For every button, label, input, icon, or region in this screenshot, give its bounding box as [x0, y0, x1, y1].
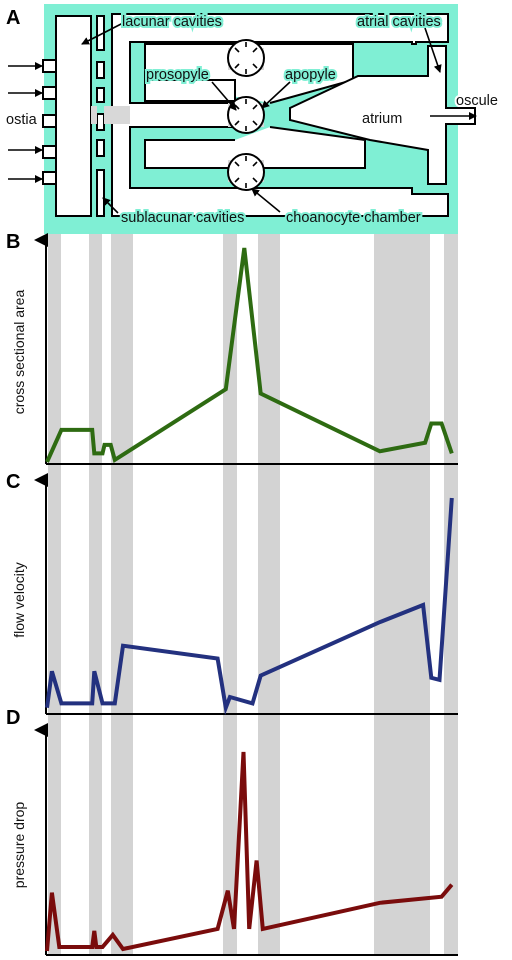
- lacunar-cavity: [55, 15, 92, 217]
- panel-label-b: B: [6, 231, 20, 253]
- choanocyte-arrow: [251, 188, 281, 213]
- label-sublacunar-cavities: sublacunar cavities: [121, 210, 244, 226]
- panel-label-d: D: [6, 707, 20, 729]
- chart-c: C flow velocity: [6, 471, 458, 716]
- label-ostia: ostia: [6, 112, 38, 128]
- chart-c-ylabel: flow velocity: [11, 562, 27, 637]
- panel-label-c: C: [6, 471, 20, 493]
- band-lacunar: [48, 234, 61, 956]
- canal-system: [42, 13, 476, 217]
- sublacunar-arrow: [102, 197, 119, 214]
- flagella-ticks: [234, 42, 258, 188]
- band-sublacunar: [89, 234, 102, 956]
- chart-d-series-line: [45, 751, 454, 952]
- sublacunar-cavity-6: [96, 169, 105, 217]
- band-prosopyle: [223, 234, 237, 956]
- apopyle-arrow: [261, 81, 291, 109]
- chart-d: D pressure drop: [6, 707, 458, 956]
- vertical-bands: [48, 234, 458, 956]
- label-prosopyle: prosopyle: [146, 67, 209, 83]
- sublacunar-cavity-2: [96, 61, 105, 79]
- label-atrial-cavities: atrial cavities: [357, 14, 441, 30]
- label-oscule: oscule: [456, 93, 498, 109]
- chart-b: B cross sectional area: [6, 231, 458, 465]
- chart-b-series-line: [45, 247, 454, 464]
- flow-passages: [91, 106, 130, 124]
- chart-b-ylabel: cross sectional area: [11, 290, 27, 415]
- label-apopyle: apopyle: [285, 67, 336, 83]
- chart-d-ylabel: pressure drop: [11, 802, 27, 889]
- prosopyle-arrow: [211, 81, 237, 111]
- panel-label-a: A: [6, 7, 20, 29]
- band-incurrent: [111, 234, 133, 956]
- band-apopyle: [258, 234, 280, 956]
- label-lacunar-cavities: lacunar cavities: [122, 14, 222, 30]
- lacunar-arrow: [81, 21, 126, 45]
- ostium-3: [42, 114, 57, 128]
- atrium: [289, 45, 476, 185]
- label-atrium: atrium: [362, 111, 402, 127]
- sublacunar-cavity-3: [96, 87, 105, 103]
- band-excurrent: [374, 234, 430, 956]
- panel-a-diagram: A lacunar cavities atrial cavities proso…: [4, 4, 500, 234]
- annotation-arrows: [8, 21, 477, 214]
- ostium-5: [42, 171, 57, 185]
- chart-c-series-line: [45, 497, 454, 716]
- atrial-arrow: [424, 27, 442, 73]
- ostium-1: [42, 59, 57, 73]
- label-choanocyte-chamber: choanocyte chamber: [286, 210, 421, 226]
- ostium-4: [42, 145, 57, 159]
- sublacunar-cavity-5: [96, 139, 105, 157]
- choanocyte-chambers: [227, 39, 265, 191]
- sublacunar-cavity-4: [96, 113, 105, 131]
- band-atrial: [444, 234, 458, 956]
- ostium-2: [42, 86, 57, 100]
